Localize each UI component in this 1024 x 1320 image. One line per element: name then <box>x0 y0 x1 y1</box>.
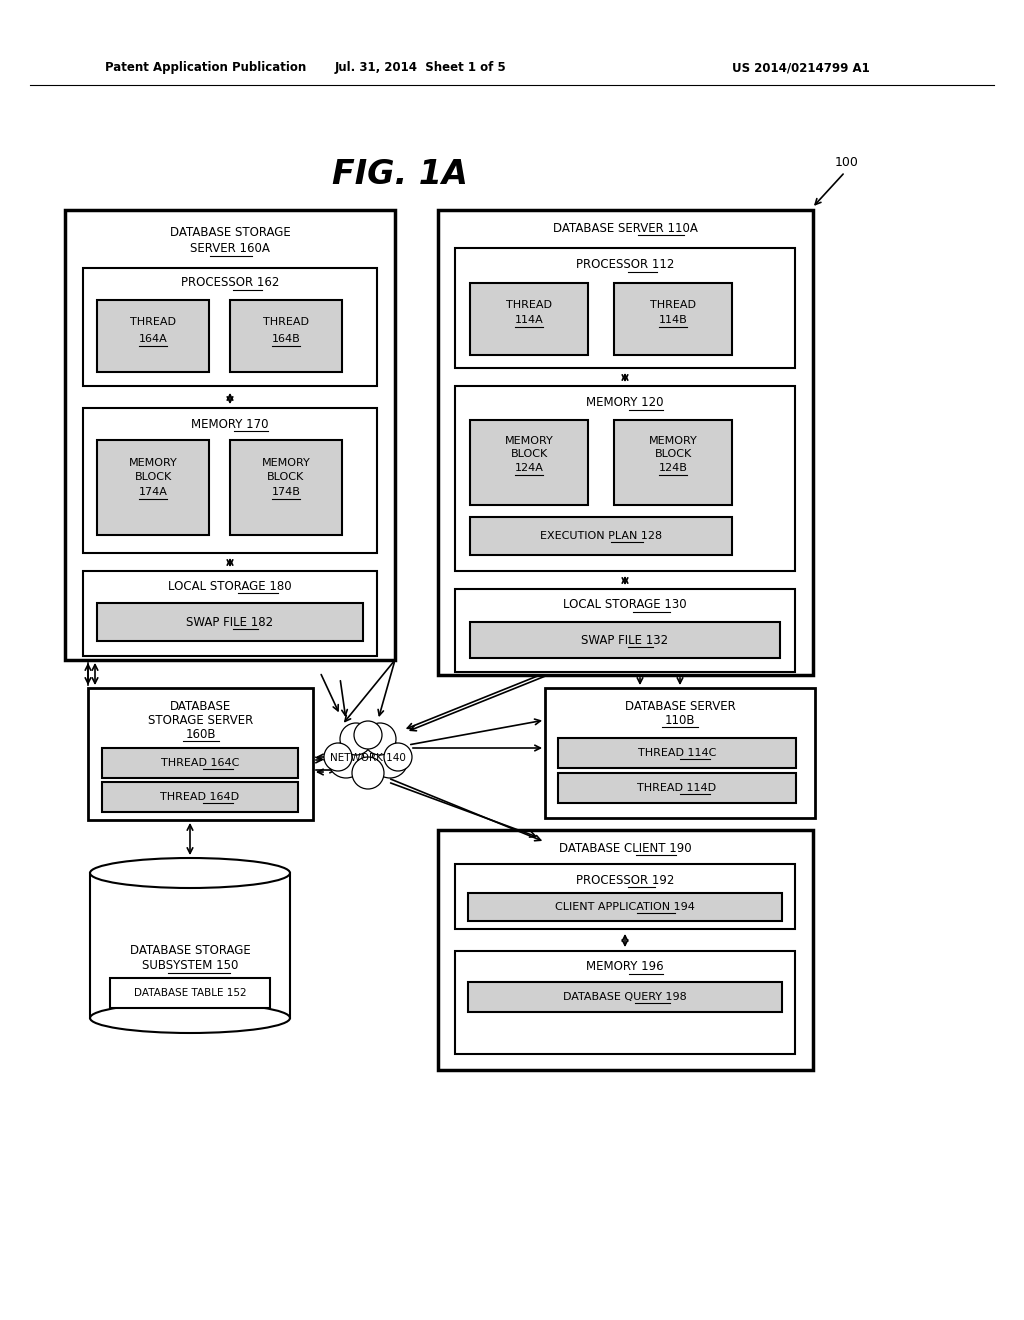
Bar <box>455 248 795 368</box>
Bar <box>455 865 795 929</box>
Text: DATABASE CLIENT 190: DATABASE CLIENT 190 <box>559 842 692 854</box>
Bar <box>438 210 813 675</box>
Text: DATABASE QUERY 198: DATABASE QUERY 198 <box>563 993 687 1002</box>
Text: BLOCK: BLOCK <box>510 449 548 459</box>
Bar <box>438 830 813 1071</box>
Text: CLIENT APPLICATION 194: CLIENT APPLICATION 194 <box>555 902 695 912</box>
Circle shape <box>342 729 394 781</box>
Text: 100: 100 <box>835 156 859 169</box>
Bar <box>470 622 780 657</box>
Text: THREAD 164D: THREAD 164D <box>161 792 240 803</box>
Bar <box>455 589 795 672</box>
Text: THREAD: THREAD <box>650 300 696 310</box>
Text: MEMORY 196: MEMORY 196 <box>586 961 664 974</box>
Text: DATABASE TABLE 152: DATABASE TABLE 152 <box>134 987 247 998</box>
Ellipse shape <box>90 858 290 888</box>
Bar <box>614 420 732 506</box>
Circle shape <box>372 742 408 777</box>
Bar <box>558 738 796 768</box>
Text: BLOCK: BLOCK <box>654 449 691 459</box>
Text: SWAP FILE 182: SWAP FILE 182 <box>186 615 273 628</box>
Circle shape <box>324 743 352 771</box>
Bar <box>97 440 209 535</box>
Text: THREAD 114C: THREAD 114C <box>638 748 716 758</box>
Text: EXECUTION PLAN 128: EXECUTION PLAN 128 <box>540 531 663 541</box>
Bar <box>558 774 796 803</box>
Text: MEMORY 170: MEMORY 170 <box>191 417 268 430</box>
Bar <box>102 781 298 812</box>
Text: DATABASE SERVER 110A: DATABASE SERVER 110A <box>553 222 698 235</box>
Text: THREAD: THREAD <box>506 300 552 310</box>
Text: MEMORY: MEMORY <box>505 436 553 446</box>
Text: MEMORY 120: MEMORY 120 <box>587 396 664 409</box>
Text: BLOCK: BLOCK <box>267 473 304 482</box>
Text: PROCESSOR 112: PROCESSOR 112 <box>575 259 674 272</box>
Text: 164B: 164B <box>271 334 300 345</box>
Circle shape <box>364 723 396 755</box>
Ellipse shape <box>90 1003 290 1034</box>
Text: LOCAL STORAGE 130: LOCAL STORAGE 130 <box>563 598 687 611</box>
Text: THREAD: THREAD <box>263 317 309 327</box>
Text: LOCAL STORAGE 180: LOCAL STORAGE 180 <box>168 579 292 593</box>
Bar <box>83 408 377 553</box>
Text: SUBSYSTEM 150: SUBSYSTEM 150 <box>141 960 239 972</box>
Text: FIG. 1A: FIG. 1A <box>332 158 468 191</box>
Text: STORAGE SERVER: STORAGE SERVER <box>147 714 253 726</box>
Bar <box>230 300 342 372</box>
Text: BLOCK: BLOCK <box>134 473 172 482</box>
Text: MEMORY: MEMORY <box>648 436 697 446</box>
Text: PROCESSOR 192: PROCESSOR 192 <box>575 874 674 887</box>
Bar <box>97 300 209 372</box>
Bar <box>545 688 815 818</box>
Text: DATABASE STORAGE: DATABASE STORAGE <box>170 226 291 239</box>
Text: US 2014/0214799 A1: US 2014/0214799 A1 <box>732 62 870 74</box>
Text: Patent Application Publication: Patent Application Publication <box>105 62 306 74</box>
Bar <box>102 748 298 777</box>
Text: NETWORK 140: NETWORK 140 <box>330 752 406 763</box>
Bar <box>468 894 782 921</box>
Text: 114A: 114A <box>515 315 544 325</box>
Text: SERVER 160A: SERVER 160A <box>190 243 270 256</box>
Text: 164A: 164A <box>138 334 167 345</box>
Circle shape <box>384 743 412 771</box>
Text: THREAD 164C: THREAD 164C <box>161 758 240 768</box>
Text: 114B: 114B <box>658 315 687 325</box>
Text: 174A: 174A <box>138 487 168 498</box>
Bar <box>455 950 795 1053</box>
Text: 124B: 124B <box>658 463 687 473</box>
Circle shape <box>352 756 384 789</box>
Bar <box>614 282 732 355</box>
Bar <box>455 385 795 572</box>
Text: DATABASE: DATABASE <box>170 700 231 713</box>
Bar <box>470 282 588 355</box>
Text: MEMORY: MEMORY <box>129 458 177 469</box>
Bar <box>470 517 732 554</box>
Bar <box>468 982 782 1012</box>
Circle shape <box>328 742 364 777</box>
Circle shape <box>340 723 372 755</box>
Bar <box>110 978 270 1007</box>
Text: 174B: 174B <box>271 487 300 498</box>
Bar <box>83 268 377 385</box>
Text: 110B: 110B <box>665 714 695 726</box>
Bar <box>90 873 290 1018</box>
Text: 160B: 160B <box>185 727 216 741</box>
Text: DATABASE SERVER: DATABASE SERVER <box>625 700 735 713</box>
Text: PROCESSOR 162: PROCESSOR 162 <box>181 276 280 289</box>
Bar <box>88 688 313 820</box>
Bar <box>470 420 588 506</box>
Circle shape <box>354 721 382 748</box>
Text: DATABASE STORAGE: DATABASE STORAGE <box>130 944 251 957</box>
Text: THREAD: THREAD <box>130 317 176 327</box>
Text: 124A: 124A <box>515 463 544 473</box>
Bar <box>97 603 362 642</box>
Bar <box>65 210 395 660</box>
Text: SWAP FILE 132: SWAP FILE 132 <box>582 634 669 647</box>
Bar <box>230 440 342 535</box>
Text: THREAD 114D: THREAD 114D <box>637 783 717 793</box>
Text: MEMORY: MEMORY <box>261 458 310 469</box>
Bar <box>83 572 377 656</box>
Text: Jul. 31, 2014  Sheet 1 of 5: Jul. 31, 2014 Sheet 1 of 5 <box>334 62 506 74</box>
